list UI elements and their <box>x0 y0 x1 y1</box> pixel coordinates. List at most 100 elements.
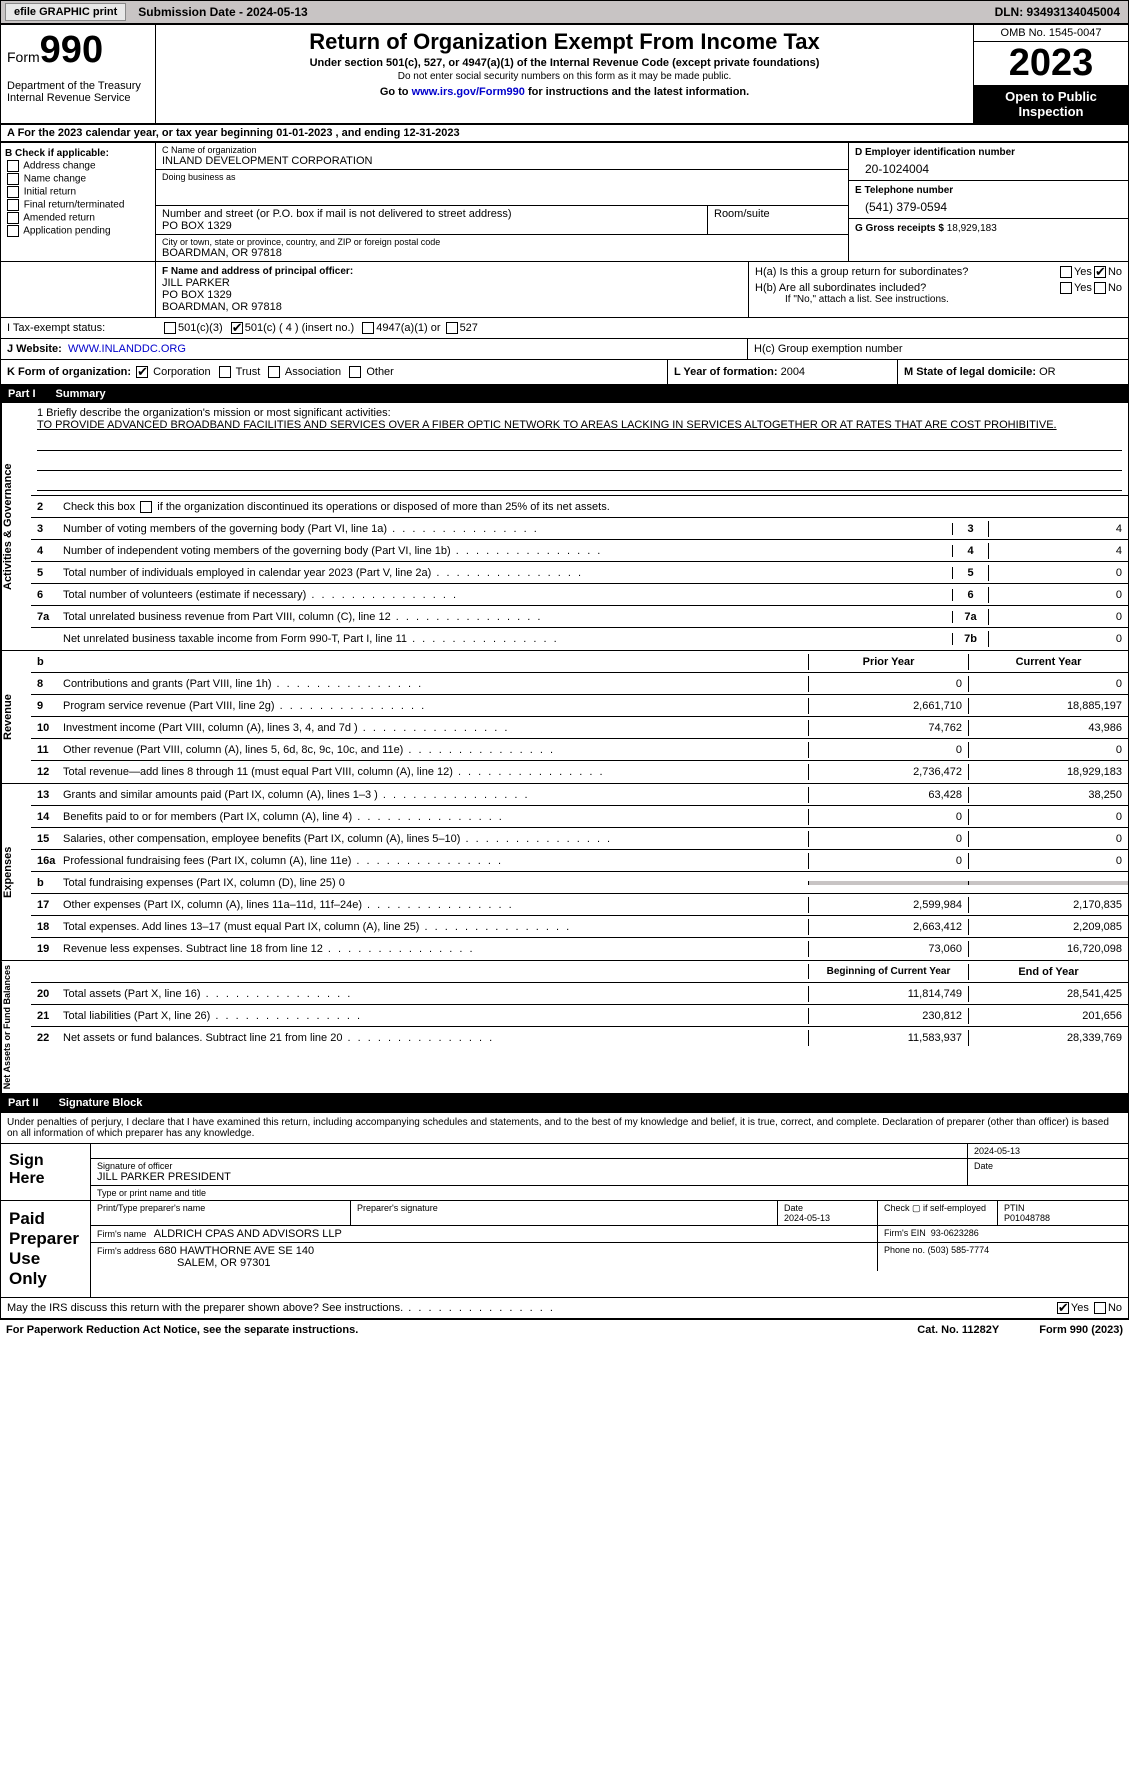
website-link[interactable]: WWW.INLANDDC.ORG <box>68 343 186 355</box>
form-subtitle: Under section 501(c), 527, or 4947(a)(1)… <box>160 57 969 69</box>
efile-print-button[interactable]: efile GRAPHIC print <box>5 3 126 21</box>
checkbox-amended-return[interactable] <box>7 212 19 224</box>
checkbox-501c3[interactable] <box>164 322 176 334</box>
line-num: 12 <box>31 766 59 778</box>
tax-exempt-label: I Tax-exempt status: <box>7 322 162 334</box>
form-org-label: K Form of organization: <box>7 366 131 378</box>
line-text: Total assets (Part X, line 16) <box>59 986 808 1002</box>
form-number: 990 <box>40 29 103 71</box>
current-value: 43,986 <box>968 720 1128 736</box>
year-formation-value: 2004 <box>781 366 805 378</box>
prep-date-value: 2024-05-13 <box>784 1213 830 1223</box>
hb-yes-checkbox[interactable] <box>1060 282 1072 294</box>
current-value: 18,885,197 <box>968 698 1128 714</box>
line-num: 9 <box>31 700 59 712</box>
current-value: 201,656 <box>968 1008 1128 1024</box>
ha-yes-checkbox[interactable] <box>1060 266 1072 278</box>
paid-preparer-block: Paid Preparer Use Only Print/Type prepar… <box>0 1201 1129 1298</box>
phone-label: Phone no. <box>884 1245 925 1255</box>
prep-self-employed: Check ▢ if self-employed <box>878 1201 998 1225</box>
mission-text: TO PROVIDE ADVANCED BROADBAND FACILITIES… <box>37 419 1122 431</box>
line-num: 15 <box>31 833 59 845</box>
officer-street: PO BOX 1329 <box>162 289 742 301</box>
prior-value: 230,812 <box>808 1008 968 1024</box>
dba-label: Doing business as <box>162 172 842 182</box>
current-value: 28,541,425 <box>968 986 1128 1002</box>
firm-addr2: SALEM, OR 97301 <box>177 1257 271 1269</box>
paid-preparer-label: Paid Preparer Use Only <box>1 1201 91 1297</box>
line-value: 0 <box>988 609 1128 625</box>
current-value: 2,170,835 <box>968 897 1128 913</box>
org-name-label: C Name of organization <box>162 145 842 155</box>
prior-value: 63,428 <box>808 787 968 803</box>
prior-value: 74,762 <box>808 720 968 736</box>
end-year-header: End of Year <box>968 964 1128 980</box>
line-text: Grants and similar amounts paid (Part IX… <box>59 787 808 803</box>
city-label: City or town, state or province, country… <box>162 237 842 247</box>
checkbox-name-change[interactable] <box>7 173 19 185</box>
phone-value: (503) 585-7774 <box>928 1245 990 1255</box>
checkbox-4947[interactable] <box>362 322 374 334</box>
checkbox-association[interactable] <box>268 366 280 378</box>
ha-no-checkbox[interactable] <box>1094 266 1106 278</box>
officer-name: JILL PARKER <box>162 277 742 289</box>
checkbox-application-pending[interactable] <box>7 225 19 237</box>
org-name-value: INLAND DEVELOPMENT CORPORATION <box>162 155 842 167</box>
line-num: 3 <box>31 523 59 535</box>
street-label: Number and street (or P.O. box if mail i… <box>162 208 701 220</box>
form-title: Return of Organization Exempt From Incom… <box>160 29 969 55</box>
prior-value: 2,599,984 <box>808 897 968 913</box>
block-j: J Website: WWW.INLANDDC.ORG H(c) Group e… <box>0 339 1129 360</box>
irs-link[interactable]: www.irs.gov/Form990 <box>412 86 525 98</box>
line-text: Benefits paid to or for members (Part IX… <box>59 809 808 825</box>
line-num: 22 <box>31 1032 59 1044</box>
hb-note: If "No," attach a list. See instructions… <box>755 294 1122 305</box>
line-num: 19 <box>31 943 59 955</box>
ssn-note: Do not enter social security numbers on … <box>160 71 969 82</box>
officer-city: BOARDMAN, OR 97818 <box>162 301 742 313</box>
line-value: 0 <box>988 631 1128 647</box>
discuss-no-checkbox[interactable] <box>1094 1302 1106 1314</box>
line-text: Total fundraising expenses (Part IX, col… <box>59 875 808 891</box>
sidetab-net-assets: Net Assets or Fund Balances <box>1 961 31 1093</box>
checkbox-discontinued[interactable] <box>140 501 152 513</box>
expenses-section: Expenses 13Grants and similar amounts pa… <box>0 784 1129 961</box>
prior-value: 0 <box>808 853 968 869</box>
sign-here-label: Sign Here <box>1 1144 91 1200</box>
checkbox-527[interactable] <box>446 322 458 334</box>
graphic-print-bar: efile GRAPHIC print Submission Date - 20… <box>0 0 1129 24</box>
checkbox-final-return[interactable] <box>7 199 19 211</box>
checkbox-corporation[interactable] <box>136 366 148 378</box>
line-text: Revenue less expenses. Subtract line 18 … <box>59 941 808 957</box>
website-label: J Website: <box>7 343 62 355</box>
checkbox-trust[interactable] <box>219 366 231 378</box>
year-formation-label: L Year of formation: <box>674 366 778 378</box>
line-num: 8 <box>31 678 59 690</box>
discuss-yes-checkbox[interactable] <box>1057 1302 1069 1314</box>
revenue-section: Revenue bPrior YearCurrent Year 8Contrib… <box>0 651 1129 784</box>
line-text: Total unrelated business revenue from Pa… <box>59 609 952 625</box>
checkbox-other[interactable] <box>349 366 361 378</box>
checkbox-501c[interactable] <box>231 322 243 334</box>
line-text: Professional fundraising fees (Part IX, … <box>59 853 808 869</box>
activities-governance-section: Activities & Governance 1 Briefly descri… <box>0 403 1129 651</box>
block-fgh: F Name and address of principal officer:… <box>0 262 1129 318</box>
beg-year-header: Beginning of Current Year <box>808 964 968 979</box>
form-word: Form <box>7 49 40 65</box>
hb-no-checkbox[interactable] <box>1094 282 1106 294</box>
line-num: 16a <box>31 855 59 867</box>
line-num: 14 <box>31 811 59 823</box>
sidetab-revenue: Revenue <box>1 651 31 783</box>
line-ref: 4 <box>952 545 988 557</box>
line-text: Net unrelated business taxable income fr… <box>59 631 952 647</box>
checkbox-address-change[interactable] <box>7 160 19 172</box>
signature-intro: Under penalties of perjury, I declare th… <box>0 1112 1129 1144</box>
line-value: 0 <box>988 587 1128 603</box>
part2-title: Signature Block <box>59 1097 143 1109</box>
prior-value: 0 <box>808 676 968 692</box>
firm-ein-value: 93-0623286 <box>931 1228 979 1238</box>
current-value: 0 <box>968 809 1128 825</box>
checkbox-initial-return[interactable] <box>7 186 19 198</box>
line-num: 11 <box>31 744 59 756</box>
sig-officer-name: JILL PARKER PRESIDENT <box>97 1171 961 1183</box>
